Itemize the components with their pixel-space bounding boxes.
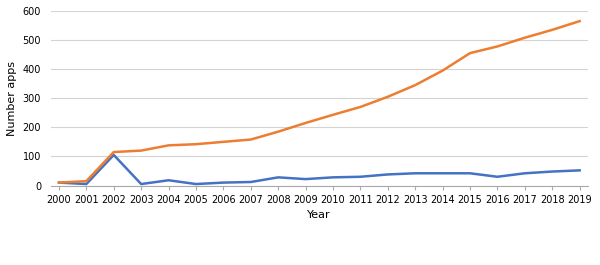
Number of Apps: [466, 172, 473, 175]
Cumulative number of apps: [439, 69, 446, 72]
Cumulative number of apps: [548, 28, 556, 32]
Cumulative number of apps: [329, 113, 337, 116]
Line: Number of Apps: Number of Apps: [59, 155, 580, 184]
Cumulative number of apps: [357, 105, 364, 109]
Cumulative number of apps: [412, 83, 419, 87]
Number of Apps: [55, 181, 62, 184]
Number of Apps: [220, 181, 227, 184]
Cumulative number of apps: [521, 36, 529, 39]
Number of Apps: [329, 176, 337, 179]
Cumulative number of apps: [220, 140, 227, 143]
Line: Cumulative number of apps: Cumulative number of apps: [59, 21, 580, 183]
Cumulative number of apps: [193, 143, 200, 146]
Number of Apps: [110, 153, 118, 157]
Cumulative number of apps: [110, 151, 118, 154]
Number of Apps: [165, 179, 172, 182]
Cumulative number of apps: [384, 95, 391, 98]
Number of Apps: [521, 172, 529, 175]
Cumulative number of apps: [137, 149, 145, 152]
Cumulative number of apps: [494, 45, 501, 48]
Number of Apps: [357, 175, 364, 178]
Number of Apps: [193, 183, 200, 186]
Cumulative number of apps: [466, 51, 473, 55]
Number of Apps: [548, 170, 556, 173]
Number of Apps: [384, 173, 391, 176]
Y-axis label: Number apps: Number apps: [7, 61, 17, 136]
Number of Apps: [576, 169, 583, 172]
Cumulative number of apps: [83, 180, 90, 183]
Number of Apps: [247, 180, 254, 184]
Number of Apps: [412, 172, 419, 175]
Cumulative number of apps: [275, 130, 282, 133]
Number of Apps: [137, 183, 145, 186]
Number of Apps: [439, 172, 446, 175]
Number of Apps: [302, 178, 309, 181]
Cumulative number of apps: [576, 20, 583, 23]
Number of Apps: [494, 175, 501, 178]
Cumulative number of apps: [302, 121, 309, 125]
Cumulative number of apps: [55, 181, 62, 184]
Cumulative number of apps: [247, 138, 254, 141]
Number of Apps: [275, 176, 282, 179]
Number of Apps: [83, 183, 90, 186]
X-axis label: Year: Year: [307, 210, 331, 220]
Cumulative number of apps: [165, 144, 172, 147]
